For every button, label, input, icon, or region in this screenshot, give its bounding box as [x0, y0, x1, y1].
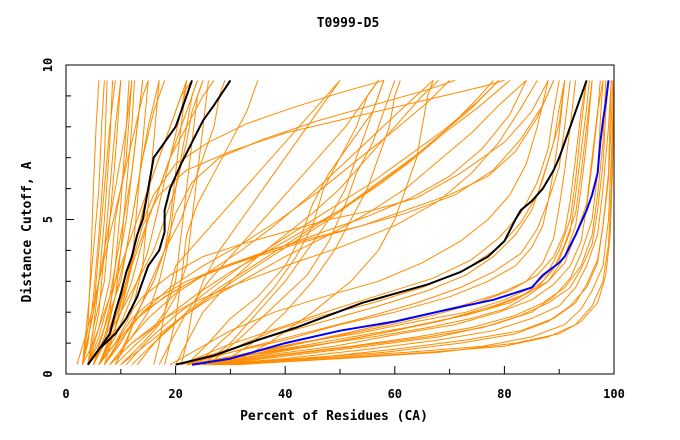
- model-line-21: [169, 80, 549, 366]
- chart-title: T0999-D5: [317, 16, 380, 31]
- model-line-23: [186, 80, 571, 366]
- x-ticks: 0 20 40 60 80 100: [62, 366, 625, 401]
- model-line-18: [197, 80, 593, 366]
- highlight-line-3: [87, 80, 193, 366]
- model-line-10: [180, 80, 566, 366]
- model-line-42: [109, 80, 204, 366]
- model-line-66: [125, 80, 500, 366]
- highlight-line-1: [191, 80, 610, 366]
- y-axis-label: Distance Cutoff, A: [20, 161, 35, 302]
- model-line-69: [98, 79, 505, 365]
- model-line-50: [109, 80, 538, 366]
- model-line-77: [180, 80, 341, 365]
- model-line-12: [202, 80, 601, 366]
- model-line-71: [81, 80, 144, 365]
- highlight-line-2: [175, 80, 588, 366]
- x-tick-label: 80: [497, 387, 511, 401]
- x-tick-label: 60: [388, 387, 402, 401]
- model-line-41: [87, 80, 122, 365]
- model-line-6: [219, 80, 615, 366]
- model-line-62: [230, 80, 434, 366]
- model-line-44: [109, 80, 204, 366]
- model-line-75: [114, 80, 226, 365]
- model-line-61: [208, 80, 396, 366]
- x-tick-label: 40: [278, 387, 292, 401]
- model-line-11: [186, 80, 588, 366]
- model-line-72: [76, 80, 149, 365]
- model-line-52: [114, 80, 511, 366]
- model-line-22: [180, 80, 560, 366]
- x-tick-label: 20: [168, 387, 182, 401]
- model-line-40: [98, 80, 198, 365]
- plot-lines: [76, 79, 615, 366]
- model-line-4: [208, 80, 612, 366]
- model-line-64: [103, 80, 450, 365]
- model-line-49: [103, 80, 555, 365]
- y-ticks: 0 5 10: [41, 58, 74, 378]
- model-line-36: [87, 80, 114, 365]
- highlight-line-4: [87, 79, 232, 366]
- model-line-70: [114, 79, 456, 365]
- y-tick-label: 5: [41, 216, 55, 223]
- model-line-63: [109, 80, 434, 366]
- model-line-15: [235, 80, 615, 366]
- model-line-76: [81, 80, 133, 365]
- model-line-54: [164, 80, 259, 365]
- y-tick-label: 0: [41, 370, 55, 377]
- model-line-67: [136, 80, 494, 366]
- x-axis-label: Percent of Residues (CA): [240, 409, 428, 424]
- model-line-24: [81, 80, 105, 365]
- model-line-48: [98, 80, 555, 366]
- model-line-16: [191, 80, 590, 366]
- model-line-58: [197, 80, 379, 366]
- x-tick-label: 100: [603, 387, 625, 401]
- y-tick-label: 10: [41, 58, 55, 72]
- model-line-51: [98, 80, 527, 366]
- model-line-13: [208, 80, 609, 366]
- x-tick-label: 0: [62, 387, 69, 401]
- model-line-14: [224, 80, 614, 366]
- model-line-78: [158, 80, 379, 365]
- model-line-3: [202, 80, 607, 366]
- model-line-68: [103, 79, 384, 365]
- model-line-30: [81, 80, 108, 365]
- model-line-60: [219, 80, 401, 366]
- model-line-38: [81, 80, 100, 365]
- model-line-56: [175, 80, 439, 365]
